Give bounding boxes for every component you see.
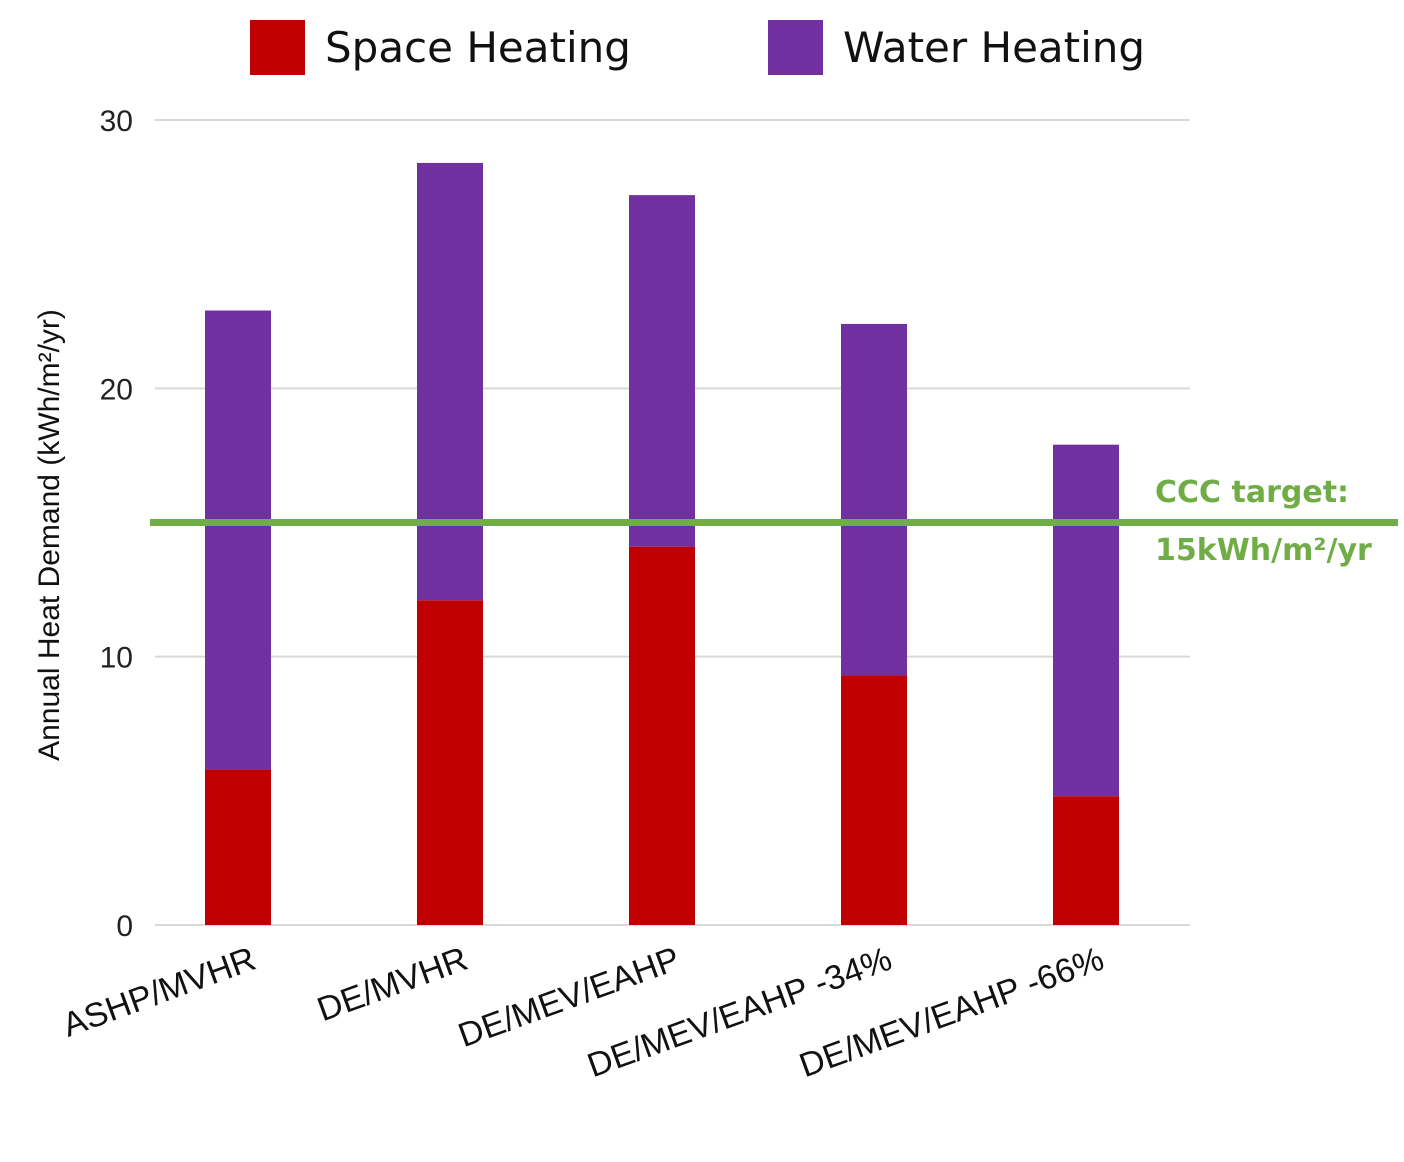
reference-label-line1: CCC target: <box>1155 475 1350 510</box>
y-tick-label: 30 <box>100 105 133 138</box>
bar-segment <box>841 675 907 925</box>
reference-label-line2: 15kWh/m²/yr <box>1155 533 1372 568</box>
y-tick-label: 20 <box>100 373 133 406</box>
bar-segment <box>205 310 271 770</box>
bar-segment <box>1053 444 1119 797</box>
bar-segment <box>1053 796 1119 925</box>
y-tick-label: 0 <box>116 910 133 943</box>
bar-segment <box>417 162 483 601</box>
legend-swatch-space-heating <box>250 20 305 75</box>
legend-label: Space Heating <box>325 23 631 72</box>
bar-segment <box>629 546 695 925</box>
bar-segment <box>841 323 907 676</box>
y-tick-label: 10 <box>100 642 133 675</box>
legend-swatch-water-heating <box>768 20 823 75</box>
x-tick-label: DE/MVHR <box>312 940 472 1029</box>
bar-segment <box>629 195 695 547</box>
bar-segment <box>205 769 271 925</box>
y-axis-label: Annual Heat Demand (kWh/m²/yr) <box>33 309 66 761</box>
x-tick-label: ASHP/MVHR <box>58 940 261 1045</box>
legend-label: Water Heating <box>843 23 1146 72</box>
bar-segment <box>417 600 483 925</box>
legend-water-heating: Water Heating <box>768 20 1145 75</box>
legend-space-heating: Space Heating <box>250 20 631 75</box>
